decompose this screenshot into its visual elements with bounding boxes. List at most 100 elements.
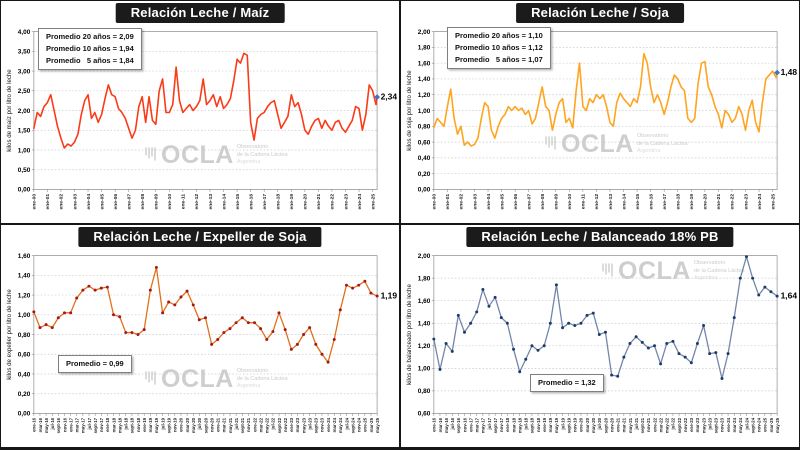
svg-text:ene-19: ene-19 [142, 417, 147, 432]
svg-text:may-18: may-18 [517, 417, 522, 433]
svg-text:may-20: may-20 [191, 417, 196, 433]
chart-panel-leche-soja: Relación Leche / Soja OCLA Observatorio … [401, 1, 799, 223]
svg-text:nov-16: nov-16 [62, 417, 67, 432]
svg-text:ene-06: ene-06 [513, 194, 519, 210]
svg-text:ene-23: ene-23 [743, 194, 749, 210]
svg-text:ene-08: ene-08 [140, 194, 146, 210]
svg-text:1,48: 1,48 [781, 67, 798, 77]
svg-text:0,80: 0,80 [418, 388, 431, 395]
promedio-20: Promedio 20 años = 1,10 [455, 31, 543, 40]
svg-text:nov-24: nov-24 [356, 417, 361, 432]
svg-text:0,40: 0,40 [418, 155, 431, 162]
svg-text:ene-18: ene-18 [276, 194, 282, 210]
svg-text:ene-06: ene-06 [113, 194, 119, 210]
svg-text:nov-17: nov-17 [99, 417, 104, 432]
svg-text:ene-04: ene-04 [486, 194, 492, 210]
svg-text:ene-23: ene-23 [289, 417, 294, 432]
svg-text:may-17: may-17 [81, 417, 86, 433]
svg-text:ene-04: ene-04 [86, 194, 92, 210]
svg-text:mar-16: mar-16 [38, 417, 43, 432]
svg-text:ene-03: ene-03 [72, 194, 78, 210]
svg-text:ene-05: ene-05 [99, 194, 105, 210]
svg-text:nov-20: nov-20 [209, 417, 214, 432]
svg-text:nov-19: nov-19 [573, 417, 578, 432]
svg-text:may-16: may-16 [444, 417, 449, 433]
svg-text:sept-19: sept-19 [166, 417, 171, 433]
svg-text:1,00: 1,00 [18, 147, 31, 154]
svg-text:1,00: 1,00 [418, 108, 431, 115]
svg-text:may-22: may-22 [265, 417, 270, 433]
svg-text:1,64: 1,64 [781, 291, 798, 301]
svg-text:may-24: may-24 [738, 417, 743, 433]
svg-text:jul-18: jul-18 [524, 417, 529, 430]
svg-text:nov-23: nov-23 [320, 417, 325, 432]
ocla-logo-text: OCLA [161, 365, 234, 393]
svg-text:ene-13: ene-13 [208, 194, 214, 210]
svg-text:sept-18: sept-18 [130, 417, 135, 433]
svg-text:sept-24: sept-24 [750, 417, 755, 433]
svg-text:nov-24: nov-24 [756, 417, 761, 432]
ocla-logo-text: OCLA [561, 130, 634, 158]
svg-text:ene-21: ene-21 [616, 417, 621, 432]
svg-text:ene-11: ene-11 [581, 194, 587, 210]
svg-text:jul-22: jul-22 [271, 417, 276, 430]
svg-text:2,00: 2,00 [18, 108, 31, 115]
svg-text:may-21: may-21 [628, 417, 633, 433]
svg-text:ene-24: ene-24 [326, 417, 331, 432]
svg-text:ene-24: ene-24 [726, 417, 731, 432]
svg-text:mar-21: mar-21 [222, 417, 227, 432]
svg-text:kilos de soja por litro de lec: kilos de soja por litro de leche [406, 70, 413, 151]
ocla-subtitle: Observatorio de la Cadena Láctea Argenti… [636, 133, 688, 155]
svg-text:nov-16: nov-16 [462, 417, 467, 432]
svg-text:1,40: 1,40 [418, 76, 431, 83]
svg-text:nov-22: nov-22 [283, 417, 288, 432]
svg-text:jul-21: jul-21 [634, 417, 639, 430]
svg-text:may-25: may-25 [775, 417, 780, 433]
ocla-logo-text: OCLA [161, 141, 234, 169]
svg-text:0,20: 0,20 [18, 391, 31, 398]
svg-text:ene-25: ene-25 [770, 194, 776, 210]
svg-text:sept-19: sept-19 [566, 417, 571, 433]
svg-text:mar-18: mar-18 [511, 417, 516, 432]
svg-text:sept-16: sept-16 [456, 417, 461, 433]
svg-text:kilos de expeller por litro de: kilos de expeller por litro de leche [6, 289, 13, 380]
svg-text:ene-03: ene-03 [472, 194, 478, 210]
promedio-box: Promedio 20 años = 1,10 Promedio 10 años… [447, 27, 551, 69]
svg-text:mar-21: mar-21 [622, 417, 627, 432]
svg-text:0,00: 0,00 [418, 187, 431, 194]
milk-drops-icon [145, 371, 156, 385]
svg-text:nov-17: nov-17 [499, 417, 504, 432]
promedio-box: Promedio = 0,99 [58, 355, 132, 373]
svg-text:ene-16: ene-16 [432, 417, 437, 432]
svg-text:ene-02: ene-02 [59, 194, 65, 210]
page-title: Relación Leche / Soja [516, 3, 684, 23]
svg-text:ene-16: ene-16 [32, 417, 37, 432]
svg-text:ene-19: ene-19 [289, 194, 295, 210]
svg-text:1,60: 1,60 [18, 253, 31, 260]
chart-panel-leche-expeller: Relación Leche / Expeller de Soja OCLA O… [1, 225, 399, 447]
svg-text:0,80: 0,80 [18, 332, 31, 339]
svg-text:ene-19: ene-19 [542, 417, 547, 432]
ocla-subtitle: Observatorio de la Cadena Láctea Argenti… [236, 368, 288, 390]
milk-drops-icon [145, 147, 156, 161]
svg-text:nov-22: nov-22 [683, 417, 688, 432]
svg-text:ene-25: ene-25 [363, 417, 368, 432]
svg-text:sept-24: sept-24 [350, 417, 355, 433]
svg-text:ene-14: ene-14 [621, 194, 627, 210]
svg-text:mar-16: mar-16 [438, 417, 443, 432]
svg-text:ene-17: ene-17 [262, 194, 268, 210]
svg-text:1,00: 1,00 [18, 312, 31, 319]
svg-text:1,50: 1,50 [18, 128, 31, 135]
svg-text:2,50: 2,50 [18, 88, 31, 95]
svg-text:ene-12: ene-12 [194, 194, 200, 210]
svg-text:0,00: 0,00 [18, 187, 31, 194]
svg-text:1,40: 1,40 [18, 273, 31, 280]
chart-panel-leche-maiz: Relación Leche / Maíz OCLA Observatorio … [1, 1, 399, 223]
promedio-10: Promedio 10 años = 1,94 [46, 44, 134, 53]
svg-text:1,60: 1,60 [418, 298, 431, 305]
promedio-20: Promedio 20 años = 2,09 [46, 32, 134, 41]
promedio-5: Promedio 5 años = 1,07 [455, 55, 543, 64]
svg-text:ene-07: ene-07 [126, 194, 132, 210]
line-plot-leche-expeller: 0,00 0,20 0,40 0,60 0,80 1,00 1,20 1,40 1,60 ene-… [6, 253, 397, 433]
